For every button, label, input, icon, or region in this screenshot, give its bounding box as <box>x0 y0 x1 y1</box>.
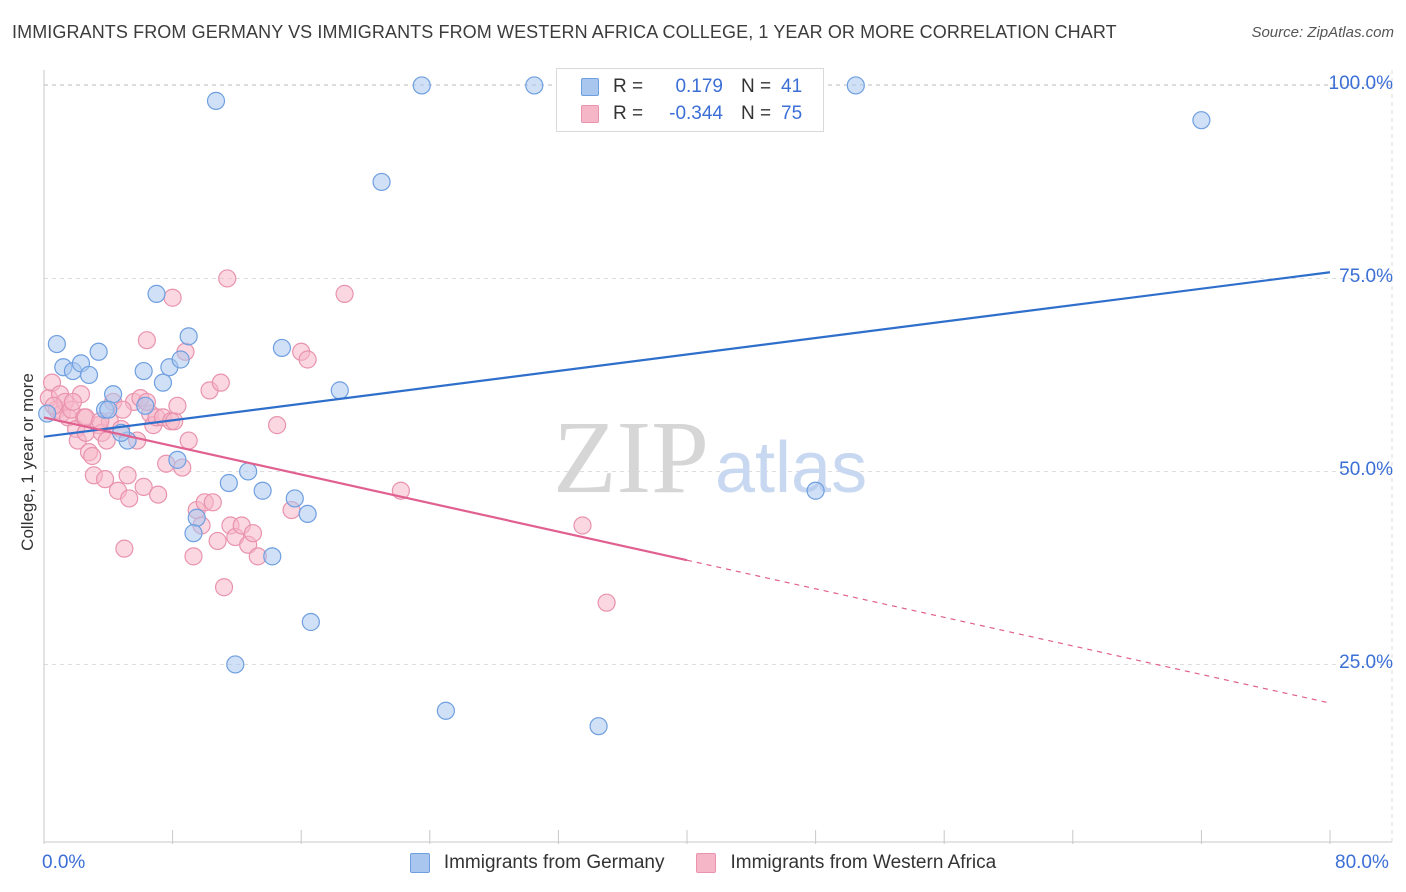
data-point <box>239 462 258 481</box>
data-point <box>184 547 203 566</box>
legend-r-label: R = <box>613 103 644 124</box>
data-point <box>412 76 431 95</box>
data-point <box>187 508 206 527</box>
data-point <box>267 416 287 435</box>
legend-n-label: N = <box>741 76 772 97</box>
data-point <box>436 701 455 720</box>
legend-item-western-africa: Immigrants from Western Africa <box>696 852 996 874</box>
data-point <box>525 76 544 95</box>
data-point <box>63 392 83 412</box>
data-point <box>372 172 391 192</box>
data-point <box>219 473 238 493</box>
data-point <box>298 350 317 369</box>
y-tick-label: 100.0% <box>1328 73 1393 95</box>
data-point <box>134 477 153 496</box>
legend-n-value: 75 <box>781 103 803 124</box>
data-point <box>147 284 166 303</box>
x-tick-min: 0.0% <box>42 852 86 873</box>
watermark-atlas: atlas <box>715 428 867 508</box>
data-point <box>149 485 168 504</box>
data-point <box>335 284 354 303</box>
y-tick-label: 50.0% <box>1339 459 1393 481</box>
data-point <box>253 481 272 500</box>
data-point <box>589 717 608 736</box>
data-point <box>243 524 263 543</box>
data-point <box>263 547 282 566</box>
data-point <box>272 338 292 358</box>
data-point <box>179 327 198 346</box>
data-point <box>89 342 108 361</box>
legend-item-germany: Immigrants from Germany <box>409 852 665 874</box>
data-point <box>206 91 226 110</box>
data-point <box>179 431 198 450</box>
data-point <box>184 524 203 543</box>
legend-swatch-pink <box>581 105 599 123</box>
legend-swatch-blue <box>409 853 430 873</box>
legend-r-value: 0.179 <box>675 76 723 97</box>
data-point <box>99 400 118 419</box>
data-point <box>168 396 187 415</box>
data-point <box>163 288 182 307</box>
legend-label-germany: Immigrants from Germany <box>443 852 665 873</box>
y-axis-label: College, 1 year or more <box>18 373 37 551</box>
trend-line-solid <box>43 416 688 562</box>
legend-swatch-pink <box>696 853 717 873</box>
data-point <box>120 489 139 508</box>
data-point <box>597 593 616 612</box>
data-point <box>47 334 66 354</box>
legend-label-western-africa: Immigrants from Western Africa <box>730 852 997 873</box>
data-point <box>171 350 190 369</box>
data-point <box>134 361 153 381</box>
data-point <box>1192 111 1211 130</box>
data-point <box>208 531 227 551</box>
legend-swatch-blue <box>581 78 599 96</box>
data-point <box>79 365 99 385</box>
x-tick-max: 80.0% <box>1335 852 1389 873</box>
data-point <box>330 381 349 400</box>
data-point <box>846 76 865 95</box>
data-point <box>214 578 234 597</box>
watermark-zip: ZIP <box>553 400 709 515</box>
legend-row-western-africa: R = -0.344 N = 75 <box>581 102 802 126</box>
series-western-africa-points <box>39 269 616 612</box>
y-tick-label: 75.0% <box>1339 266 1393 288</box>
legend-n-label: N = <box>741 103 772 124</box>
data-point <box>573 516 592 535</box>
source-label: Source: ZipAtlas.com <box>1251 24 1394 41</box>
legend-r-label: R = <box>613 76 644 97</box>
y-tick-label: 25.0% <box>1339 652 1393 674</box>
data-point <box>285 489 304 508</box>
trend-lines <box>43 271 1331 704</box>
data-point <box>136 396 155 415</box>
axes <box>43 70 1392 844</box>
correlation-legend: R = 0.179 N = 41 R = -0.344 N = 75 <box>556 68 824 132</box>
legend-row-germany: R = 0.179 N = 41 <box>581 75 802 99</box>
grid-lines <box>44 70 1393 842</box>
data-point <box>301 612 320 632</box>
data-point <box>203 493 222 512</box>
data-point <box>168 450 187 469</box>
data-point <box>83 446 102 466</box>
data-point <box>95 470 115 489</box>
data-point <box>211 373 230 392</box>
trend-line-dashed <box>686 559 1331 704</box>
series-germany-points <box>38 76 1211 736</box>
trend-line-solid <box>43 271 1331 438</box>
chart-title: IMMIGRANTS FROM GERMANY VS IMMIGRANTS FR… <box>12 22 1117 42</box>
data-point <box>218 269 237 288</box>
data-point <box>118 466 137 485</box>
data-point <box>104 385 123 404</box>
legend-r-value: -0.344 <box>669 103 723 124</box>
data-point <box>153 373 173 392</box>
data-point <box>298 504 317 524</box>
series-legend: Immigrants from Germany Immigrants from … <box>0 852 1406 874</box>
data-point <box>137 331 156 350</box>
data-point <box>806 481 825 500</box>
data-point <box>38 404 57 423</box>
legend-n-value: 41 <box>781 76 803 97</box>
data-point <box>115 539 134 558</box>
data-point <box>226 655 245 674</box>
